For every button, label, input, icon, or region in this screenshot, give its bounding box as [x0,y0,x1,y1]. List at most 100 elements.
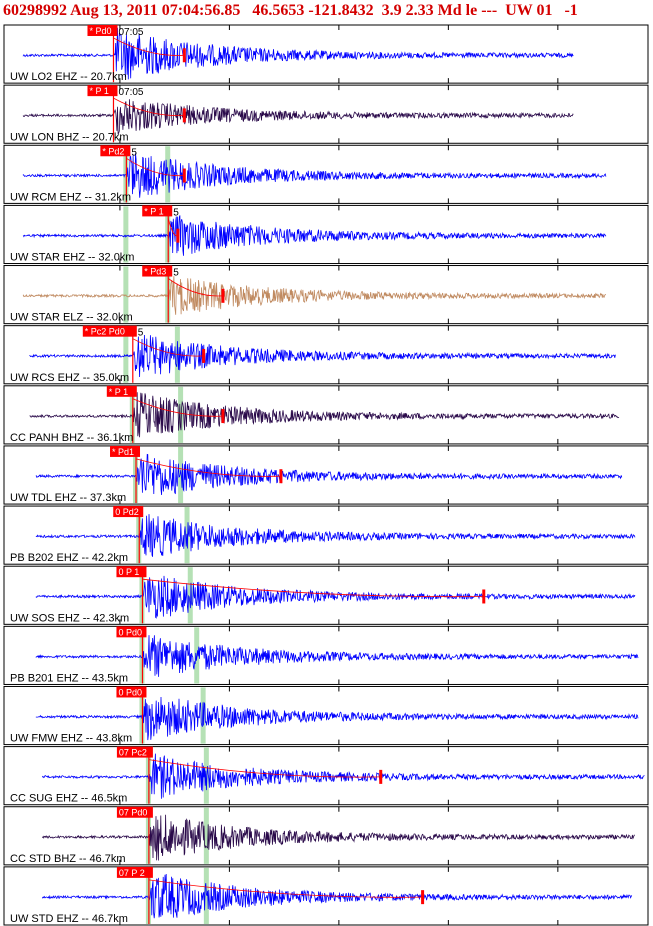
pick-label-box [116,626,147,638]
phase-pick-label[interactable]: * Pd3 [142,265,173,277]
station-channel-label: UW RCS EHZ -- 35.0km [10,372,129,384]
seismogram-panel[interactable]: 0 P 1 UW SOS EHZ -- 42.3km [3,565,649,625]
station-channel-label: PB B202 EHZ -- 42.2km [10,552,128,564]
phase-pick-label[interactable]: * P 1 [87,85,118,97]
pick-label-text: 0 P 1 [118,567,139,577]
seismogram-panel[interactable]: 0 Pd0 PB B201 EHZ -- 43.5km [3,625,649,685]
theoretical-arrival-marker [187,567,193,624]
coda-duration-marker[interactable] [279,469,283,484]
seismogram-panel[interactable]: * P 1 5 UW STAR EHZ -- 32.0km [3,204,649,265]
coda-duration-marker[interactable] [221,409,225,424]
seismic-trace [42,753,645,799]
coda-decay-curve [132,398,224,417]
phase-pick-label[interactable]: 0 Pd0 [116,686,147,698]
station-channel-label: UW STD EHZ -- 46.7km [10,913,128,925]
pick-label-box [116,866,153,878]
pick-label-text: * P 1 [144,206,163,216]
pick-label-text: 07 P 2 [119,868,145,878]
coda-decay-curve [167,278,224,297]
coda-duration-marker[interactable] [176,228,180,243]
seismogram-panel[interactable]: 07 P 2 UW STD EHZ -- 46.7km [3,866,649,926]
pick-label-box [87,85,118,97]
coda-decay-curve [113,37,185,56]
pick-label-box [100,145,131,157]
coda-duration-marker[interactable] [182,108,186,123]
pick-label-box [82,325,137,337]
phase-pick-label[interactable]: * Pd0 [87,25,118,36]
theoretical-arrival-marker [203,747,209,804]
coda-duration-marker[interactable] [482,589,486,604]
seismogram-panel[interactable]: * Pd0 07:05 UW LO2 EHZ -- 20.7km [3,24,649,84]
station-channel-label: UW FMW EHZ -- 43.8km [10,733,132,745]
phase-pick-label[interactable]: 0 Pd0 [116,626,147,638]
seismogram-panel[interactable]: * P 1 CC PANH BHZ -- 36.1km [3,385,649,445]
panel-frame [3,204,649,265]
theoretical-arrival-marker [203,807,209,864]
seismogram-panel[interactable]: * P 1 07:05 UW LON BHZ -- 20.7km [3,84,649,144]
seismic-trace [29,334,616,378]
phase-pick-label[interactable]: 07 P 2 [116,866,153,878]
seismogram-panel[interactable]: * Pd3 5 UW STAR ELZ -- 32.0km [3,265,649,325]
pick-label-box [116,806,153,818]
seismic-trace [35,575,636,619]
station-channel-label: UW SOS EHZ -- 42.3km [10,612,129,624]
phase-pick-label[interactable]: * Pd1 [110,445,141,457]
seismogram-panel[interactable]: * Pd1 UW TDL EHZ -- 37.3km [3,445,649,505]
coda-duration-marker[interactable] [202,348,206,363]
phase-pick-label[interactable]: 07 Pd0 [116,806,153,818]
theoretical-arrival-marker [165,146,171,203]
coda-decay-curve [126,157,185,177]
phase-pick-label[interactable]: * Pd2 [100,145,131,157]
phase-pick-label[interactable]: * P 1 [106,385,137,397]
seismogram-panel[interactable]: * Pc2 Pd0 5 UW RCS EHZ -- 35.0km [3,325,649,385]
coda-duration-marker[interactable] [379,769,383,784]
pick-label-box [116,686,147,698]
station-channel-label: UW RCM EHZ -- 31.2km [10,191,131,203]
station-channel-label: UW LO2 EHZ -- 20.7km [10,71,127,83]
pick-label-text: * Pc2 Pd0 [85,327,125,337]
pick-label-text: 07 Pc2 [119,748,147,758]
phase-pick-label[interactable]: 0 Pd2 [113,506,144,518]
coda-duration-marker[interactable] [182,168,186,183]
coda-duration-marker[interactable] [221,288,225,303]
pick-label-text: 0 Pd0 [118,687,142,697]
pick-label-box [116,746,153,758]
seismogram-panel[interactable]: 07 Pc2 CC SUG EHZ -- 46.5km [3,746,649,806]
station-channel-label: CC SUG EHZ -- 46.5km [10,793,127,805]
station-channel-label: UW LON BHZ -- 20.7km [10,131,129,143]
coda-decay-curve [148,759,381,778]
coda-decay-curve [132,338,204,357]
coda-duration-marker[interactable] [182,48,186,63]
seismic-trace [35,453,623,496]
seismic-trace [35,514,636,557]
seismic-trace [22,27,574,80]
pick-label-text: * Pd2 [102,146,124,156]
pick-label-text: 07 Pd0 [119,808,148,818]
pick-label-text: * P 1 [109,387,128,397]
pick-label-text: * Pd3 [144,267,166,277]
panel-time-label: 07:05 [118,27,143,38]
coda-decay-curve [113,97,185,116]
seismogram-panel[interactable]: * Pd2 5 UW RCM EHZ -- 31.2km [3,144,649,204]
phase-pick-label[interactable]: 0 P 1 [116,566,147,578]
seismogram-panel[interactable]: 0 Pd0 UW FMW EHZ -- 43.8km [3,685,649,746]
coda-decay-curve [135,458,281,477]
pick-label-box [106,385,137,397]
phase-pick-label[interactable]: 07 Pc2 [116,746,153,758]
station-channel-label: CC PANH BHZ -- 36.1km [10,432,133,444]
panel-time-label: 5 [138,328,144,339]
theoretical-arrival-marker [178,386,184,443]
station-channel-label: CC STD BHZ -- 46.7km [10,853,126,865]
pick-label-box [110,445,141,457]
pick-label-text: 0 Pd0 [118,627,142,637]
pick-label-box [142,265,173,277]
seismic-trace [22,215,607,256]
theoretical-arrival-marker [123,326,129,383]
seismogram-panel[interactable]: 07 Pd0 CC STD BHZ -- 46.7km [3,806,649,866]
phase-pick-label[interactable]: * P 1 [142,205,173,217]
theoretical-arrival-marker [203,867,209,924]
seismogram-panel[interactable]: 0 Pd2 PB B202 EHZ -- 42.2km [3,505,649,565]
coda-duration-marker[interactable] [421,890,425,905]
phase-pick-label[interactable]: * Pc2 Pd0 [82,325,137,337]
seismic-trace [35,635,639,677]
